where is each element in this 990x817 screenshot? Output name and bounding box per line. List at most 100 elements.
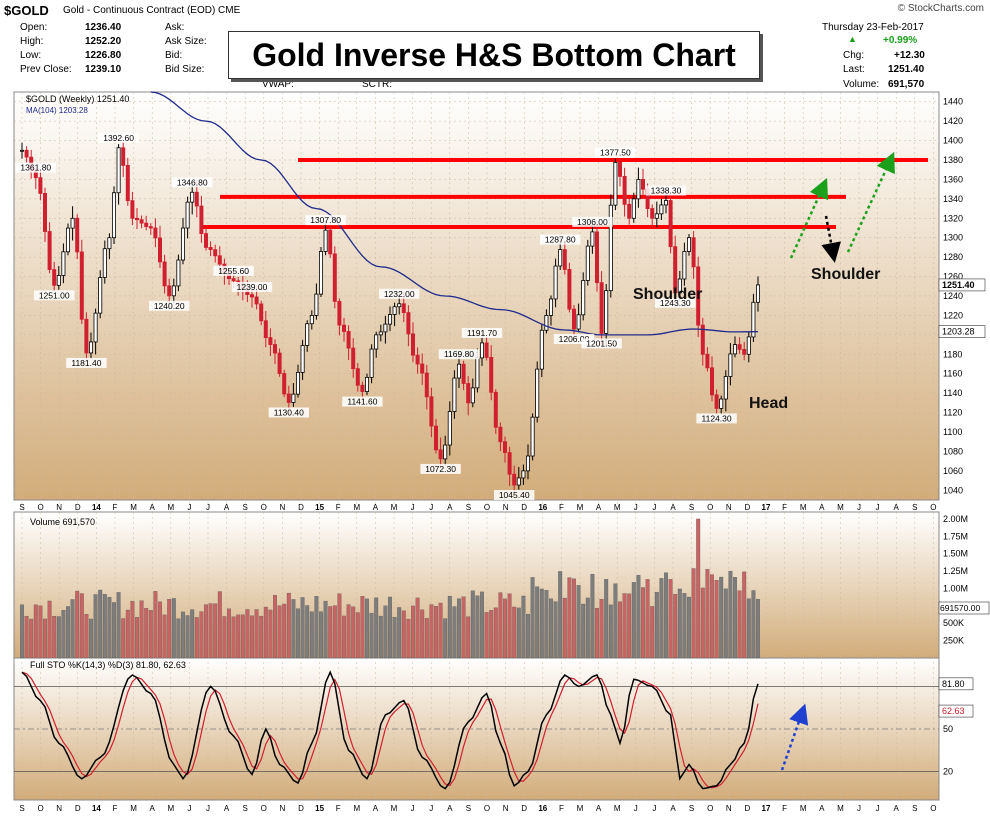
volume-bar: [61, 610, 66, 659]
month-tick-label-bottom: 15: [315, 804, 324, 813]
candle-body: [355, 368, 360, 386]
month-tick-label-bottom: J: [857, 804, 861, 813]
volume-bar: [277, 605, 282, 659]
month-tick-label-bottom: J: [411, 804, 415, 813]
chart-header: $GOLD Gold - Continuous Contract (EOD) C…: [0, 0, 990, 20]
candle-body: [410, 333, 415, 356]
volume-bar: [365, 598, 369, 659]
price-label-bg: [438, 349, 480, 360]
candle-body: [305, 323, 310, 346]
price-tick-label: 1240: [943, 291, 963, 301]
candle-body: [581, 280, 586, 316]
stockcharts-brand[interactable]: © StockCharts.com: [897, 3, 984, 14]
volume-bar: [388, 596, 392, 659]
volume-bar: [406, 618, 411, 659]
month-tick-label-bottom: A: [670, 804, 676, 813]
month-tick-label: O: [484, 503, 490, 512]
candle-body: [742, 349, 747, 355]
open-value: 1236.40: [85, 22, 122, 33]
month-tick-label-bottom: F: [782, 804, 787, 813]
volume-bar: [567, 577, 572, 659]
volume-bar: [737, 590, 742, 659]
candle-body: [277, 352, 282, 374]
sto-d-line: [21, 671, 759, 789]
volume-bar: [167, 599, 172, 659]
price-label-bg: [494, 490, 535, 501]
candle-body: [314, 293, 319, 316]
ask-label: Ask:: [165, 22, 185, 33]
month-tick-label-bottom: O: [930, 804, 936, 813]
volume-bar: [171, 598, 176, 659]
candle-body: [507, 452, 512, 475]
price-label: 1338.30: [651, 186, 682, 196]
month-tick-label: J: [429, 503, 433, 512]
price-label: 1181.40: [71, 358, 101, 368]
black-dotted-arrow-down: [821, 215, 841, 263]
volume-bar: [424, 618, 429, 659]
month-tick-label-bottom: S: [19, 804, 24, 813]
volume-bar: [498, 592, 503, 659]
candle-body: [263, 320, 268, 339]
month-tick-label-bottom: M: [800, 804, 807, 813]
candle-body: [705, 353, 710, 369]
candle-body: [66, 227, 71, 253]
price-label-bg: [379, 288, 420, 299]
candle-body: [89, 341, 94, 354]
volume-bar: [401, 610, 406, 659]
candle-body: [116, 147, 121, 194]
month-tick-label: A: [373, 503, 379, 512]
volume-bar: [714, 580, 719, 659]
volume-bar: [742, 571, 747, 659]
price-label-bg: [655, 297, 696, 308]
volume-bar: [162, 614, 167, 659]
month-tick-label: S: [912, 503, 917, 512]
volume-bar: [696, 518, 701, 659]
volume-bar: [222, 616, 227, 659]
candle-body: [70, 217, 75, 229]
month-tick-label: O: [707, 503, 713, 512]
symbol-description: Gold - Continuous Contract (EOD) CME: [63, 5, 241, 16]
candle-body: [452, 377, 457, 412]
volume-bar: [756, 599, 760, 659]
volume-bar: [360, 596, 365, 659]
candle-body: [433, 425, 438, 451]
prev-close-label: Prev Close:: [20, 64, 72, 75]
price-label: 1141.60: [347, 397, 377, 407]
candle-body: [756, 284, 761, 303]
pct-change: +0.99%: [883, 35, 918, 46]
candle-body: [723, 376, 728, 400]
volume-tick-label: 1.00M: [943, 583, 968, 593]
volume-bar: [668, 579, 673, 659]
volume-bar: [710, 574, 714, 659]
volume-tick-label: 1.75M: [943, 531, 968, 541]
volume-bar: [438, 602, 443, 659]
month-tick-label-bottom: 14: [92, 804, 101, 813]
candle-body: [341, 324, 346, 332]
candle-body: [535, 368, 540, 418]
price-label: 1072.30: [425, 464, 456, 474]
volume-bar: [116, 592, 121, 659]
volume-bar: [650, 606, 655, 659]
volume-bar: [719, 576, 724, 659]
month-tick-label-bottom: N: [503, 804, 509, 813]
price-label: 1124.30: [702, 413, 732, 423]
volume-bar: [250, 615, 254, 659]
month-tick-label: F: [782, 503, 787, 512]
candle-body: [641, 179, 646, 190]
volume-bar: [309, 611, 314, 659]
month-tick-label: F: [336, 503, 341, 512]
volume-bar: [38, 605, 43, 659]
volume-bar: [526, 613, 530, 659]
volume-bar: [631, 582, 636, 659]
volume-bar: [296, 608, 300, 659]
volume-bar: [622, 593, 627, 659]
candle-body: [332, 253, 337, 302]
price-tick-label: 1300: [943, 233, 963, 243]
candle-body: [107, 237, 112, 250]
month-tick-label: D: [75, 503, 81, 512]
price-tag-box: [938, 278, 986, 292]
volume-tag-box: [938, 601, 990, 615]
volume-bar: [604, 579, 609, 659]
price-label-bg: [305, 215, 346, 226]
price-label-bg: [696, 413, 737, 424]
